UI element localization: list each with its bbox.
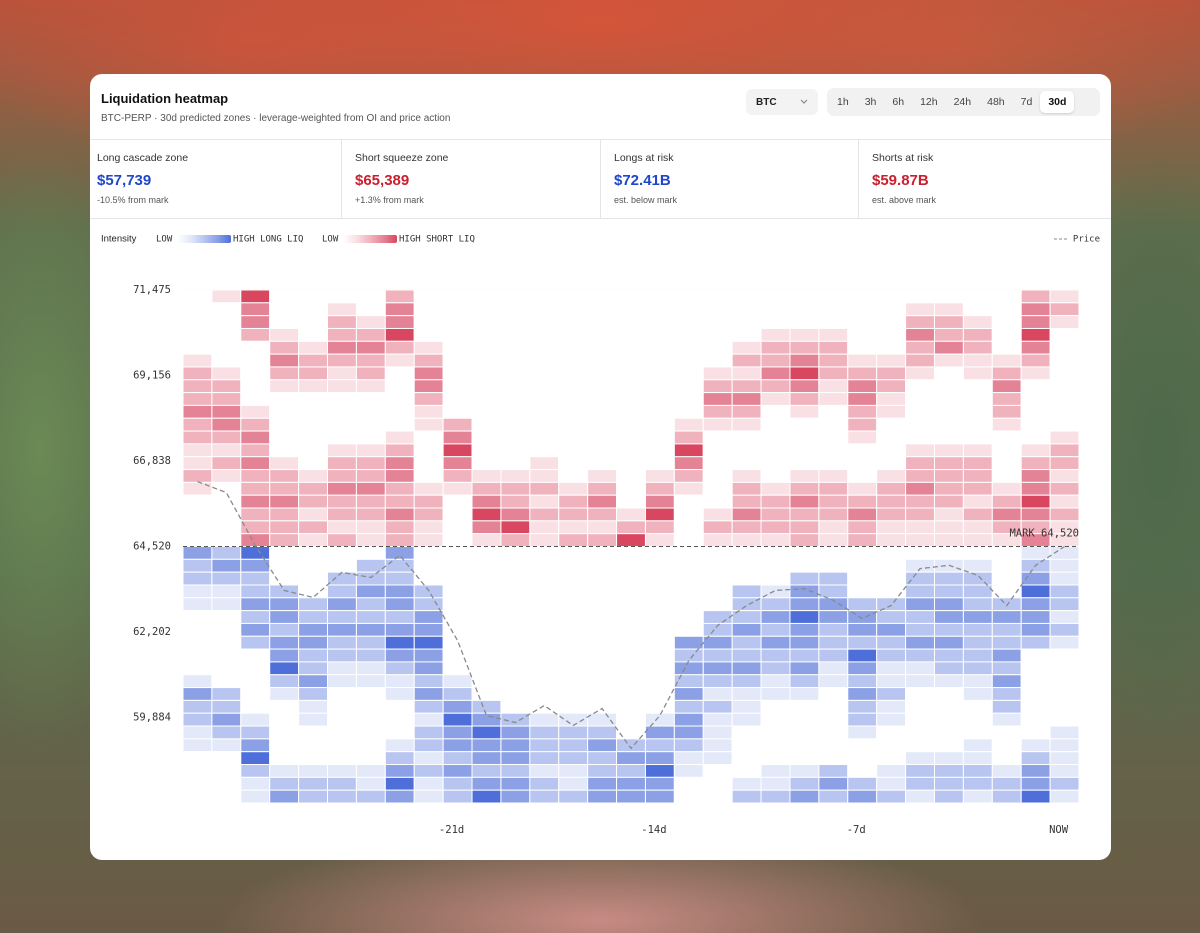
timeframe-button[interactable]: 6h — [892, 96, 905, 108]
stat-note: est. above mark — [872, 195, 937, 205]
heatmap-card: Liquidation heatmap BTC-PERP · 30d predi… — [90, 74, 1111, 860]
timeframe-button[interactable]: 12h — [920, 96, 938, 108]
stat-note: -10.5% from mark — [97, 195, 169, 205]
timeframe-group: 1h 3h 6h 12h 24h 48h 7d 30d — [827, 88, 1100, 116]
timeframe-button[interactable]: 30d — [1040, 91, 1075, 113]
symbol-value: BTC — [756, 97, 777, 108]
divider — [600, 140, 601, 218]
stat-note: est. below mark — [614, 195, 678, 205]
stat-label: Longs at risk — [614, 152, 674, 164]
timeframe-button[interactable]: 3h — [864, 96, 877, 108]
stat-value: $72.41B — [614, 172, 671, 189]
stat-label: Short squeeze zone — [355, 152, 449, 164]
stat-label: Shorts at risk — [872, 152, 934, 164]
stat-value: $65,389 — [355, 172, 410, 189]
symbol-select[interactable]: BTC — [746, 89, 818, 115]
card-subtitle: BTC-PERP · 30d predicted zones · leverag… — [101, 113, 451, 124]
divider — [858, 140, 859, 218]
card-title: Liquidation heatmap — [101, 91, 229, 106]
stat-label: Long cascade zone — [97, 152, 189, 164]
timeframe-button[interactable]: 24h — [953, 96, 972, 108]
timeframe-button[interactable]: 48h — [987, 96, 1005, 108]
chevron — [800, 99, 808, 104]
divider — [90, 218, 1111, 219]
stat-note: +1.3% from mark — [355, 195, 424, 205]
divider — [341, 140, 342, 218]
timeframe-button[interactable]: 7d — [1020, 96, 1033, 108]
stat-value: $59.87B — [872, 172, 929, 189]
timeframe-button[interactable]: 1h — [837, 96, 849, 108]
divider — [90, 139, 1111, 140]
stat-value: $57,739 — [97, 172, 152, 189]
